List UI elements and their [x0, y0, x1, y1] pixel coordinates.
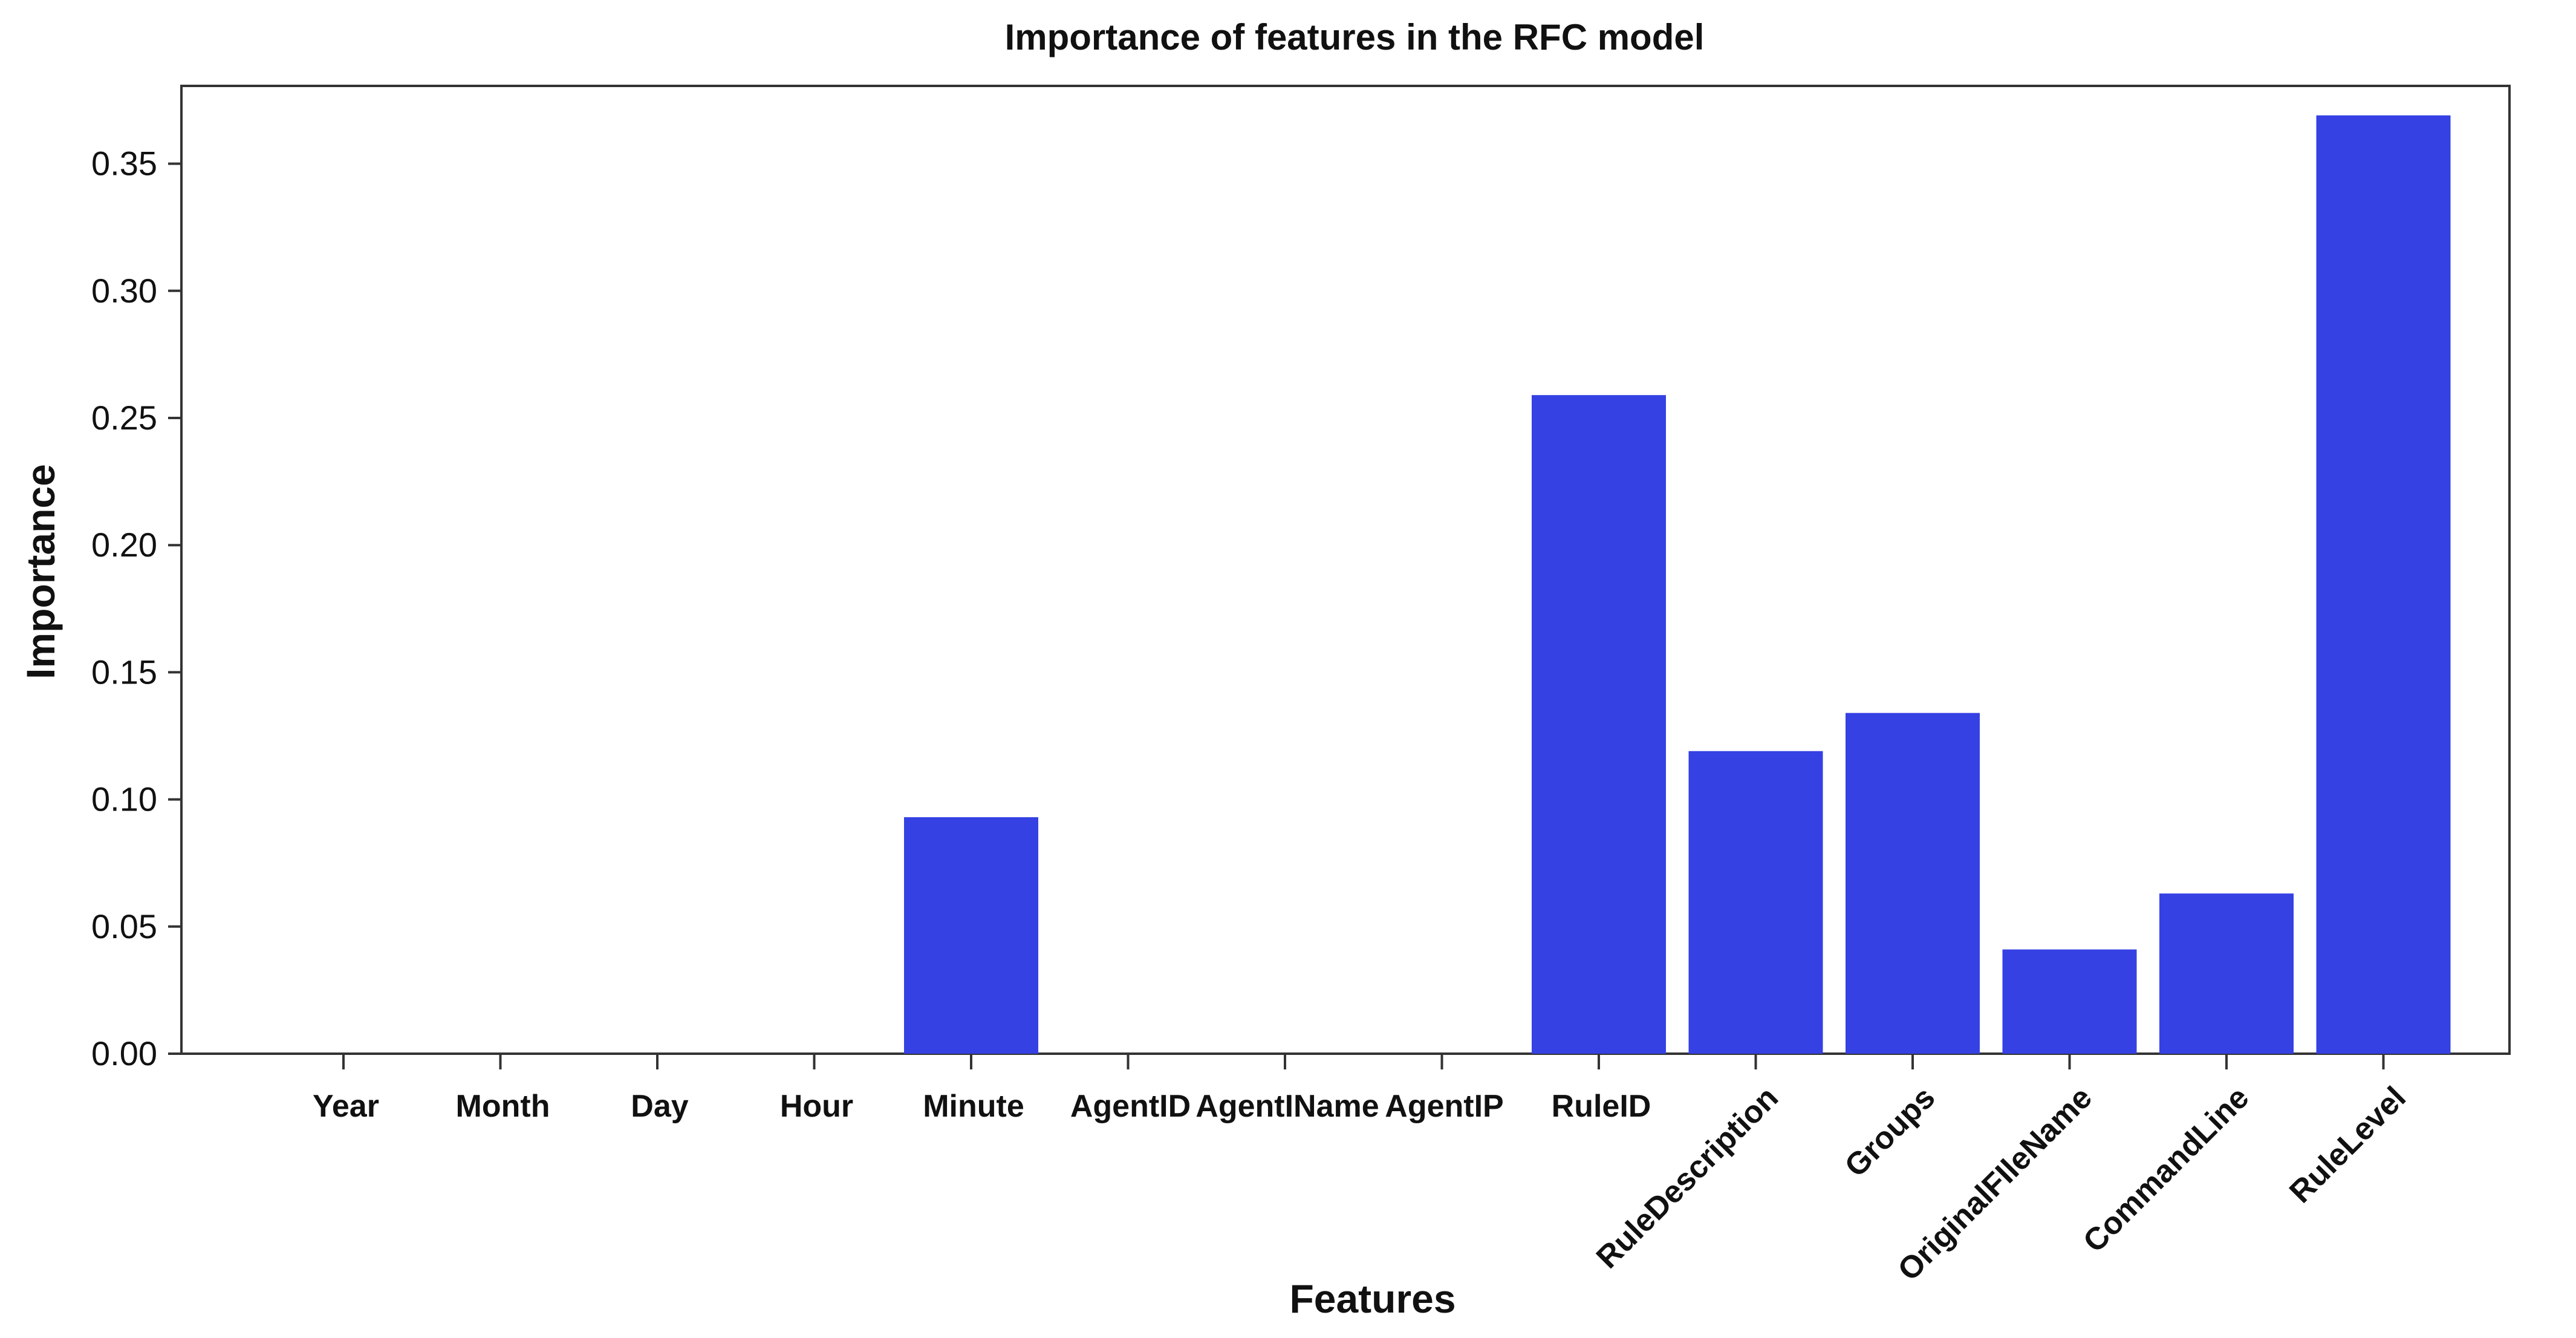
plot-frame: [180, 85, 2511, 1055]
bar-originalfilename: [2002, 949, 2137, 1054]
x-tick-label: Groups: [1838, 1080, 1942, 1184]
x-tick-label: CommandLine: [2077, 1080, 2256, 1259]
x-tick-label: Day: [631, 1089, 688, 1124]
x-tick-label: AgentIP: [1385, 1089, 1503, 1124]
bars: [904, 115, 2451, 1054]
y-tick-label: 0.20: [91, 526, 157, 564]
bar-groups: [1846, 713, 1980, 1054]
x-tick-label: AgentIName: [1195, 1089, 1379, 1124]
y-tick-label: 0.05: [91, 907, 157, 945]
bar-minute: [904, 817, 1038, 1054]
y-tick-label: 0.10: [91, 780, 157, 818]
x-tick-label: Hour: [780, 1089, 853, 1124]
x-tick-label: Minute: [923, 1089, 1024, 1124]
y-tick-label: 0.35: [91, 145, 157, 183]
x-tick-label: AgentID: [1070, 1089, 1191, 1124]
y-tick-label: 0.25: [91, 399, 157, 437]
bar-ruledescription: [1688, 751, 1823, 1054]
bar-ruleid: [1532, 395, 1666, 1054]
y-axis-label: Importance: [18, 464, 63, 679]
x-tick-label: RuleID: [1552, 1089, 1651, 1124]
y-axis: 0.00 0.05 0.10 0.15 0.20 0.25 0.30 0.35: [91, 145, 181, 1072]
y-tick-label: 0.30: [91, 272, 157, 310]
x-axis: Year Month Day Hour Minute AgentID AgentIName A…: [313, 1054, 2413, 1288]
x-tick-label: RuleLevel: [2283, 1080, 2413, 1210]
x-axis-label: Features: [1289, 1276, 1456, 1321]
x-tick-label: Year: [313, 1089, 379, 1124]
bar-rulelevel: [2316, 115, 2451, 1054]
y-tick-label: 0.15: [91, 653, 157, 691]
bar-commandline: [2159, 893, 2294, 1054]
x-tick-label: Month: [456, 1089, 550, 1124]
chart-title: Importance of features in the RFC model: [1005, 17, 1705, 57]
y-tick-label: 0.00: [91, 1034, 157, 1072]
